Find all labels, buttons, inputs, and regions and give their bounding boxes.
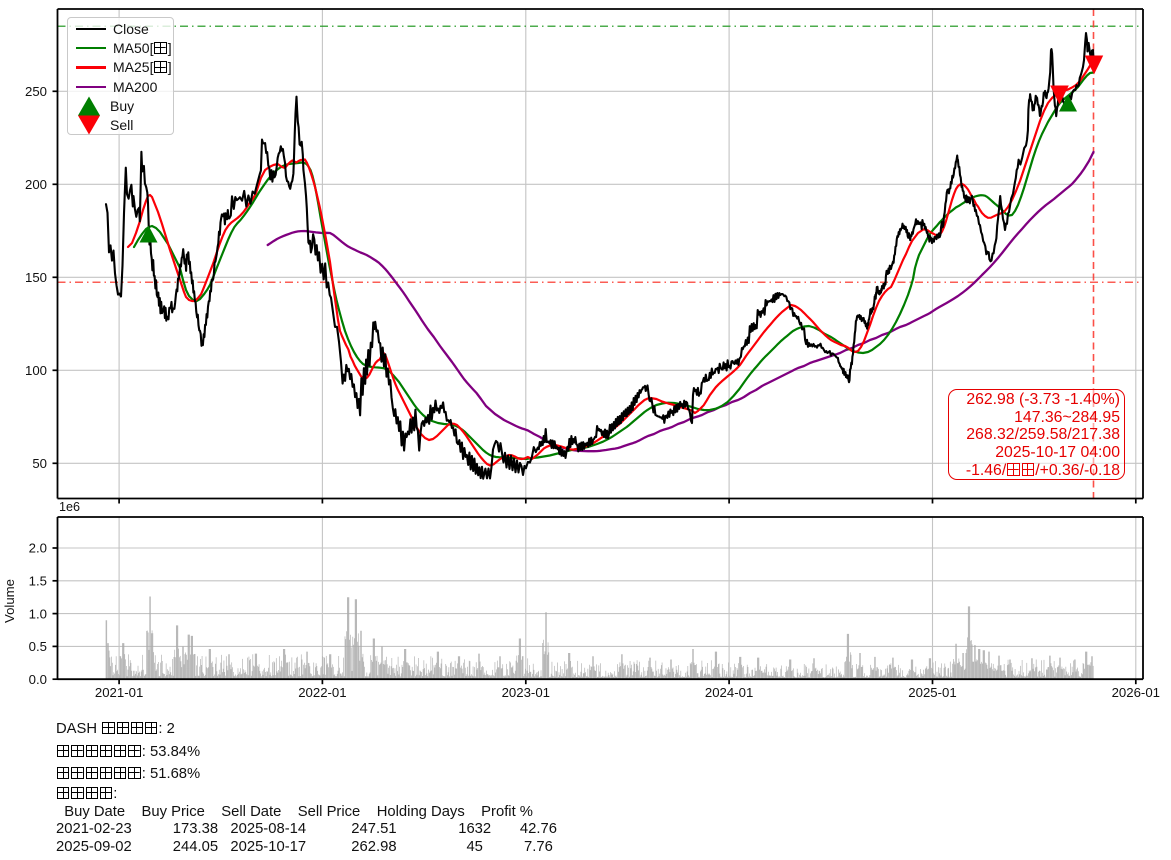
svg-text:150: 150 <box>25 270 47 285</box>
svg-text:0.5: 0.5 <box>29 639 47 654</box>
svg-text:2023-01: 2023-01 <box>502 685 550 700</box>
svg-text:2.0: 2.0 <box>29 541 47 556</box>
svg-text:250: 250 <box>25 84 47 99</box>
svg-text:Volume: Volume <box>2 579 17 623</box>
svg-text:2025-01: 2025-01 <box>908 685 956 700</box>
svg-text:2026-01: 2026-01 <box>1112 685 1160 700</box>
svg-text:1e6: 1e6 <box>59 500 80 514</box>
svg-text:0.0: 0.0 <box>29 672 47 687</box>
svg-text:2022-01: 2022-01 <box>298 685 346 700</box>
svg-text:2024-01: 2024-01 <box>705 685 753 700</box>
svg-text:50: 50 <box>32 456 47 471</box>
svg-text:1.5: 1.5 <box>29 574 47 589</box>
svg-text:100: 100 <box>25 363 47 378</box>
svg-text:1.0: 1.0 <box>29 606 47 621</box>
svg-text:200: 200 <box>25 177 47 192</box>
svg-text:2021-01: 2021-01 <box>95 685 143 700</box>
